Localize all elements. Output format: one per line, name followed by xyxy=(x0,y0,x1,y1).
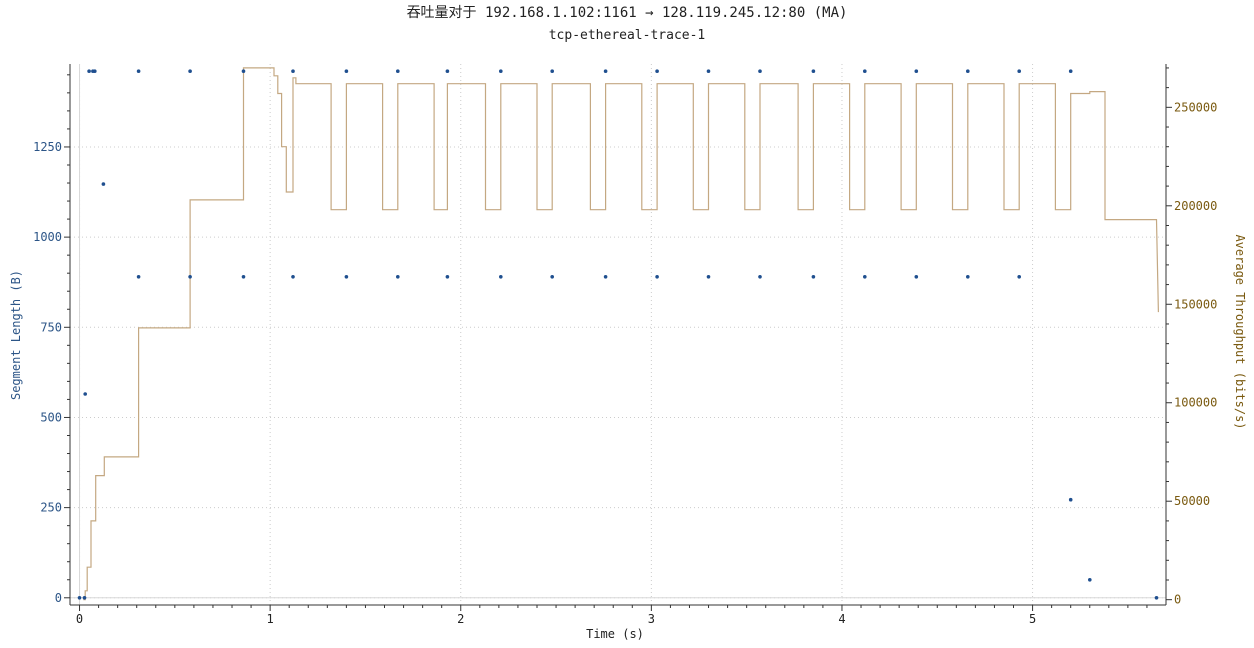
segment-point xyxy=(550,69,554,73)
segment-point xyxy=(241,275,246,279)
y2-tick-label: 200000 xyxy=(1174,199,1217,213)
throughput-series xyxy=(83,67,1159,601)
segment-point xyxy=(445,275,450,279)
segment-point xyxy=(966,275,970,279)
segment-point xyxy=(1154,596,1159,600)
segment-point xyxy=(445,69,450,73)
segment-point xyxy=(83,392,87,396)
segment-point xyxy=(863,275,867,279)
segment-point xyxy=(1068,69,1073,73)
y2-axis-label: Average Throughput (bits/s) xyxy=(1233,234,1247,429)
chart-subtitle: tcp-ethereal-trace-1 xyxy=(548,28,706,43)
segment-point xyxy=(1068,497,1073,502)
segment-point xyxy=(291,275,295,279)
axes: 0 1 2 3 4 5 0 250 500 750 1000 1250 0 50000 100000 1500… xyxy=(33,64,1217,626)
segment-point xyxy=(82,596,87,600)
segment-point xyxy=(1017,275,1021,279)
segment-point xyxy=(188,275,192,279)
y-tick-label: 1250 xyxy=(33,140,62,154)
segment-point xyxy=(77,596,82,600)
segment-point xyxy=(603,275,608,279)
segment-point xyxy=(914,275,919,279)
segment-point xyxy=(758,69,762,73)
y2-tick-label: 100000 xyxy=(1174,396,1217,410)
segment-point xyxy=(396,275,400,279)
segment-point xyxy=(188,69,192,73)
y-tick-label: 0 xyxy=(55,591,62,605)
segment-point xyxy=(966,69,970,73)
segment-point xyxy=(291,69,295,73)
segment-point xyxy=(396,69,400,73)
x-tick-label: 5 xyxy=(1029,612,1036,626)
segment-point xyxy=(93,69,97,73)
segment-series xyxy=(77,69,1159,600)
segment-point xyxy=(1017,69,1021,73)
segment-point xyxy=(344,275,349,279)
y2-tick-label: 250000 xyxy=(1174,100,1217,114)
segment-point xyxy=(87,69,91,73)
segment-point xyxy=(241,69,246,73)
segment-point xyxy=(811,69,816,73)
segment-point xyxy=(706,275,711,279)
x-axis-label: Time (s) xyxy=(586,627,644,641)
x-tick-label: 3 xyxy=(648,612,655,626)
chart-title: 吞吐量对于 192.168.1.102:1161 → 128.119.245.1… xyxy=(406,5,848,21)
segment-point xyxy=(758,275,762,279)
y-tick-label: 250 xyxy=(40,501,62,515)
y-tick-label: 1000 xyxy=(33,230,62,244)
x-tick-label: 1 xyxy=(267,612,274,626)
segment-point xyxy=(499,69,503,73)
x-tick-label: 0 xyxy=(76,612,83,626)
segment-point xyxy=(655,275,659,279)
segment-point xyxy=(136,275,141,279)
y-tick-label: 500 xyxy=(40,410,62,424)
segment-point xyxy=(1088,578,1092,582)
segment-point xyxy=(550,275,554,279)
y2-tick-label: 50000 xyxy=(1174,494,1210,508)
segment-point xyxy=(101,182,106,186)
grid xyxy=(70,64,1166,605)
segment-point xyxy=(811,275,816,279)
y-tick-label: 750 xyxy=(40,320,62,334)
segment-point xyxy=(655,69,659,73)
segment-point xyxy=(863,69,867,73)
segment-point xyxy=(603,69,608,73)
x-tick-label: 2 xyxy=(457,612,464,626)
y-axis-label: Segment Length (B) xyxy=(9,270,23,400)
throughput-line xyxy=(83,67,1159,601)
y2-tick-label: 0 xyxy=(1174,593,1181,607)
y2-tick-label: 150000 xyxy=(1174,297,1217,311)
x-tick-label: 4 xyxy=(838,612,845,626)
segment-point xyxy=(344,69,349,73)
segment-point xyxy=(914,69,919,73)
segment-point xyxy=(136,69,141,73)
segment-point xyxy=(499,275,503,279)
segment-point xyxy=(706,69,711,73)
